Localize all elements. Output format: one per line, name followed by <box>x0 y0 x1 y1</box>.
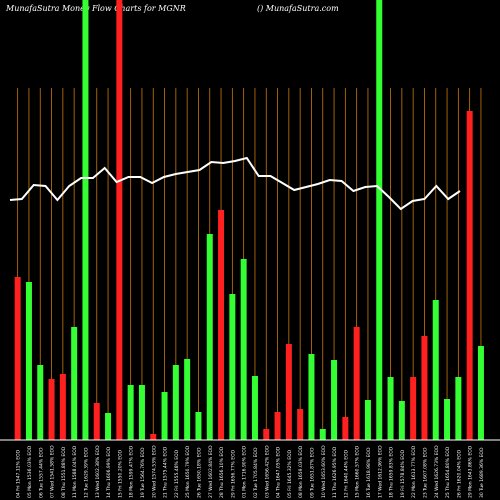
x-tick-label: 02 Tue 1705.84% EOD <box>253 447 259 498</box>
x-tick-label: 12 Tue 1629.39% EOD <box>83 447 89 498</box>
bar <box>184 359 191 440</box>
bar <box>240 259 247 440</box>
bar <box>376 0 383 440</box>
bar <box>432 300 439 440</box>
x-tick-label: 11 Thu 1626.95% EOD <box>332 446 338 498</box>
bar <box>25 282 32 440</box>
x-tick-label: 23 Tue 1607.08% EOD <box>422 447 428 498</box>
gridlines <box>17 88 482 440</box>
bar <box>48 379 55 440</box>
x-tick-label: 26 Fri 1620.04% EOD <box>456 449 462 498</box>
bar <box>172 365 179 440</box>
x-tick-label: 13 Wed 1602.38% EOD <box>95 445 101 498</box>
x-tick-labels: 04 Fri 1547.11% EOD 05 Mon 1536.03% EOD 06… <box>16 445 485 498</box>
x-tick-label: 21 Thu 1575.44% EOD <box>163 446 169 498</box>
bar <box>455 377 462 440</box>
bar <box>127 385 134 440</box>
bar <box>161 392 168 440</box>
bar <box>274 412 281 440</box>
x-tick-label: 01 Mon 1716.90% EOD <box>242 445 248 498</box>
bar <box>364 400 371 440</box>
x-tick-label: 09 Tue 1651.87% EOD <box>309 447 315 498</box>
bar <box>82 0 89 440</box>
x-tick-label: 22 Fri 1555.48% EOD <box>174 449 180 498</box>
x-tick-label: 29 Mon 1643.86% EOD <box>468 445 474 498</box>
bar <box>308 354 315 440</box>
x-tick-label: 19 Fri 1578.84% EOD <box>400 449 406 498</box>
bar <box>71 327 78 440</box>
bar <box>297 409 304 440</box>
x-tick-label: 25 Mon 1650.79% EOD <box>185 445 191 498</box>
x-tick-label: 03 Wed 1656.42% EOD <box>264 445 270 498</box>
x-tick-label: 29 Fri 1656.77% EOD <box>230 449 236 498</box>
x-tick-label: 05 Fri 1645.32% EOD <box>287 449 293 498</box>
x-tick-label: 19 Tue 1564.76% EOD <box>140 447 146 498</box>
bar <box>251 376 258 440</box>
x-tick-label: 15 Fri 1550.20% EOD <box>117 449 123 498</box>
bar <box>37 365 44 440</box>
x-tick-label: 05 Mon 1536.03% EOD <box>27 445 33 498</box>
x-tick-label: 15 Mon 1660.57% EOD <box>355 445 361 498</box>
x-tick-label: 14 Thu 1606.99% EOD <box>106 446 112 498</box>
bar <box>229 294 236 440</box>
bar <box>14 277 21 440</box>
x-tick-label: 25 Thu 1654.80% EOD <box>445 446 451 498</box>
x-tick-label: 16 Tue 1618.98% EOD <box>366 447 372 498</box>
bar <box>138 385 145 440</box>
x-tick-label: 10 Wed 1653.60% EOD <box>321 445 327 498</box>
x-tick-label: 18 Mon 1599.47% EOD <box>129 445 135 498</box>
bar <box>59 374 66 440</box>
x-tick-label: 07 Wed 1541.58% EOD <box>50 445 56 498</box>
bar <box>105 413 112 440</box>
x-tick-label: 30 Tue 1689.36% EOD <box>479 447 485 498</box>
x-tick-label: 26 Tue 1650.18% EOD <box>196 447 202 498</box>
price-line <box>9 156 461 211</box>
bar <box>331 360 338 440</box>
x-tick-label: 17 Wed 1612.96% EOD <box>377 445 383 498</box>
x-tick-label: 27 Wed 1602.84% EOD <box>208 445 214 498</box>
bar <box>342 417 349 440</box>
bar <box>477 346 484 440</box>
bar <box>218 210 225 440</box>
x-tick-label: 24 Wed 1626.73% EOD <box>434 445 440 498</box>
x-tick-label: 06 Tue 1557.44% EOD <box>38 447 44 498</box>
bar <box>263 429 270 440</box>
x-tick-label: 22 Mon 1613.77% EOD <box>411 445 417 498</box>
bar <box>195 412 202 440</box>
bar <box>421 336 428 440</box>
x-tick-label: 20 Wed 1574.53% EOD <box>151 445 157 498</box>
bar <box>150 434 157 440</box>
bar <box>466 111 473 440</box>
bar <box>444 399 451 440</box>
bar <box>285 344 292 440</box>
x-tick-label: 11 Mon 1588.04% EOD <box>72 445 78 498</box>
bar <box>353 327 360 440</box>
bar <box>319 429 326 440</box>
x-tick-label: 28 Thu 1656.10% EOD <box>219 446 225 498</box>
bar <box>116 0 123 440</box>
chart-header-left: MunafaSutra Money Flow Charts for MGNR <box>6 4 186 13</box>
x-tick-label: 08 Mon 1659.03% EOD <box>298 445 304 498</box>
bars <box>14 0 484 440</box>
x-tick-label: 12 Fri 1640.44% EOD <box>343 449 349 498</box>
x-tick-label: 04 Fri 1547.11% EOD <box>16 449 22 498</box>
x-tick-label: 18 Thu 1659.83% EOD <box>389 446 395 498</box>
bar <box>398 401 405 440</box>
x-tick-label: 04 Thu 1647.05% EOD <box>276 446 282 498</box>
bar <box>93 403 100 440</box>
bar <box>410 377 417 440</box>
chart-header-right: () MunafaSutra.com <box>257 4 339 13</box>
bar <box>387 377 394 440</box>
x-tick-label: 08 Thu 1551.88% EOD <box>61 446 67 498</box>
bar <box>206 234 213 440</box>
